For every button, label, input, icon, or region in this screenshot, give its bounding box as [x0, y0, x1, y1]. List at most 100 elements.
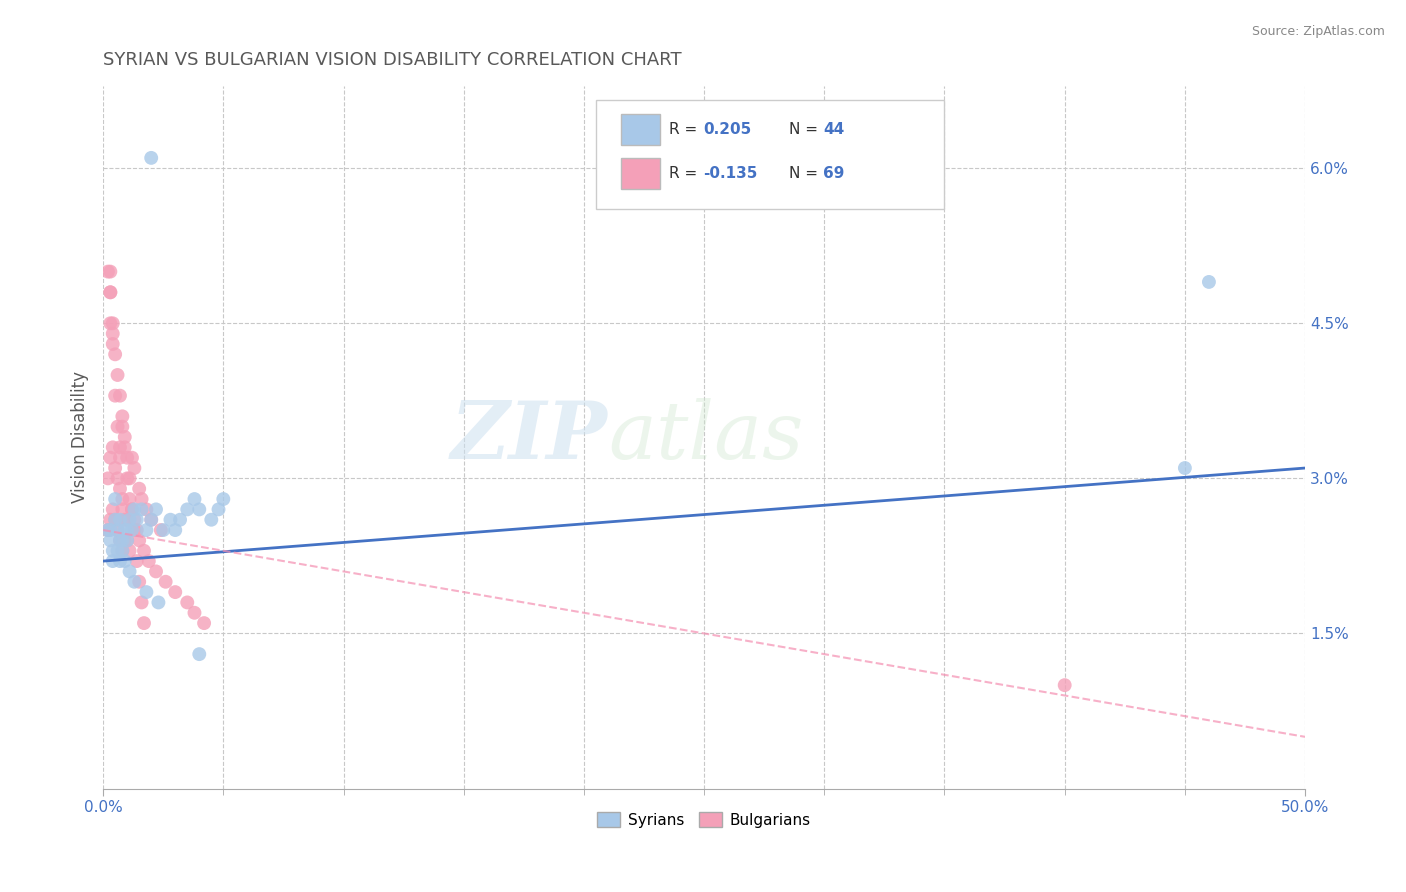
Point	[114, 430, 136, 444]
Point	[97, 523, 120, 537]
Point	[115, 471, 138, 485]
Point	[183, 606, 205, 620]
Point	[115, 450, 138, 465]
Legend: Syrians, Bulgarians: Syrians, Bulgarians	[591, 805, 817, 834]
Point	[107, 368, 129, 382]
Point	[98, 450, 121, 465]
Point	[108, 441, 131, 455]
Text: 0.205: 0.205	[703, 122, 751, 137]
Point	[131, 595, 153, 609]
Point	[131, 502, 153, 516]
Point	[188, 502, 211, 516]
Point	[118, 513, 141, 527]
Point	[124, 502, 146, 516]
Text: SYRIAN VS BULGARIAN VISION DISABILITY CORRELATION CHART: SYRIAN VS BULGARIAN VISION DISABILITY CO…	[103, 51, 682, 69]
Point	[121, 523, 143, 537]
Point	[132, 616, 155, 631]
Point	[111, 543, 134, 558]
Point	[138, 554, 160, 568]
Point	[118, 543, 141, 558]
Point	[212, 491, 235, 506]
Point	[188, 647, 211, 661]
Point	[145, 502, 167, 516]
Point	[111, 419, 134, 434]
Point	[104, 389, 127, 403]
Text: 69: 69	[823, 166, 845, 181]
Point	[141, 151, 163, 165]
Point	[98, 513, 121, 527]
Point	[1053, 678, 1076, 692]
Point	[145, 565, 167, 579]
Point	[114, 554, 136, 568]
Point	[97, 523, 120, 537]
Text: N =: N =	[789, 166, 824, 181]
Point	[125, 513, 148, 527]
Point	[159, 513, 181, 527]
FancyBboxPatch shape	[621, 158, 659, 189]
Point	[128, 533, 150, 548]
Point	[124, 461, 146, 475]
Point	[165, 585, 187, 599]
Point	[98, 264, 121, 278]
Point	[108, 554, 131, 568]
Point	[169, 513, 191, 527]
Text: Source: ZipAtlas.com: Source: ZipAtlas.com	[1251, 25, 1385, 38]
Point	[104, 513, 127, 527]
Point	[135, 523, 157, 537]
Point	[104, 347, 127, 361]
FancyBboxPatch shape	[621, 114, 659, 145]
Point	[124, 513, 146, 527]
Point	[114, 523, 136, 537]
Point	[108, 450, 131, 465]
Point	[101, 502, 124, 516]
Point	[101, 441, 124, 455]
Y-axis label: Vision Disability: Vision Disability	[72, 371, 89, 503]
Point	[135, 502, 157, 516]
Point	[108, 533, 131, 548]
Point	[165, 523, 187, 537]
Point	[1174, 461, 1197, 475]
Point	[104, 491, 127, 506]
Point	[183, 491, 205, 506]
Point	[108, 389, 131, 403]
Point	[118, 491, 141, 506]
Point	[148, 595, 170, 609]
Point	[128, 574, 150, 589]
Text: R =: R =	[669, 122, 703, 137]
Point	[1198, 275, 1220, 289]
Point	[111, 533, 134, 548]
Point	[141, 513, 163, 527]
Point	[104, 513, 127, 527]
Text: atlas: atlas	[607, 398, 803, 475]
Point	[115, 533, 138, 548]
Point	[101, 543, 124, 558]
Point	[125, 523, 148, 537]
Point	[98, 533, 121, 548]
Point	[132, 543, 155, 558]
Point	[101, 326, 124, 341]
Text: N =: N =	[789, 122, 824, 137]
Point	[104, 461, 127, 475]
Point	[207, 502, 229, 516]
Point	[98, 285, 121, 300]
Point	[107, 523, 129, 537]
Point	[114, 533, 136, 548]
Point	[118, 471, 141, 485]
Point	[107, 543, 129, 558]
Point	[121, 450, 143, 465]
Point	[141, 513, 163, 527]
Point	[98, 285, 121, 300]
Point	[176, 502, 198, 516]
Point	[107, 471, 129, 485]
Point	[118, 565, 141, 579]
Point	[101, 554, 124, 568]
Text: ZIP: ZIP	[451, 398, 607, 475]
Text: 44: 44	[823, 122, 845, 137]
Point	[114, 441, 136, 455]
Point	[193, 616, 215, 631]
Text: R =: R =	[669, 166, 703, 181]
Point	[97, 264, 120, 278]
Point	[152, 523, 174, 537]
Point	[114, 513, 136, 527]
Point	[124, 523, 146, 537]
